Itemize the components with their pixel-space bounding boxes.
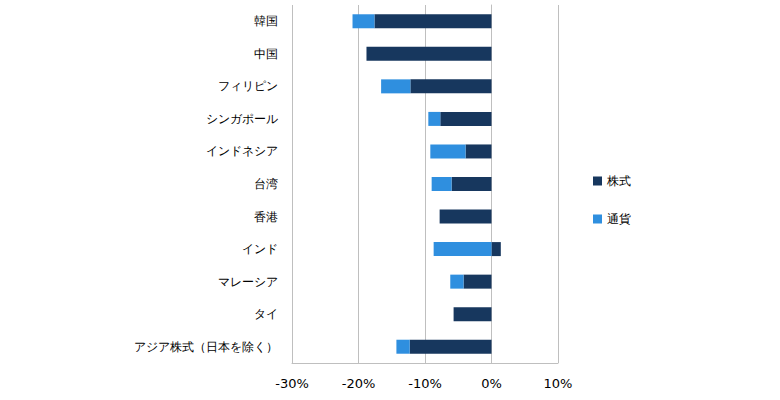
svg-text:台湾: 台湾: [254, 177, 278, 191]
svg-text:フィリピン: フィリピン: [218, 79, 278, 93]
svg-text:インドネシア: インドネシア: [206, 144, 278, 158]
svg-text:通貨: 通貨: [607, 212, 631, 226]
svg-text:中国: 中国: [254, 47, 278, 61]
svg-text:タイ: タイ: [254, 307, 278, 321]
svg-text:-10%: -10%: [408, 376, 442, 391]
svg-text:アジア株式（日本を除く）: アジア株式（日本を除く）: [134, 340, 278, 354]
svg-text:-30%: -30%: [275, 376, 309, 391]
svg-text:マレーシア: マレーシア: [218, 275, 278, 289]
svg-text:韓国: 韓国: [254, 14, 278, 28]
svg-text:香港: 香港: [254, 210, 278, 224]
svg-text:株式: 株式: [606, 174, 631, 188]
svg-text:シンガポール: シンガポール: [206, 112, 278, 126]
svg-text:-20%: -20%: [342, 376, 376, 391]
svg-text:10%: 10%: [544, 376, 573, 391]
svg-text:インド: インド: [242, 242, 278, 256]
svg-text:0%: 0%: [481, 376, 502, 391]
